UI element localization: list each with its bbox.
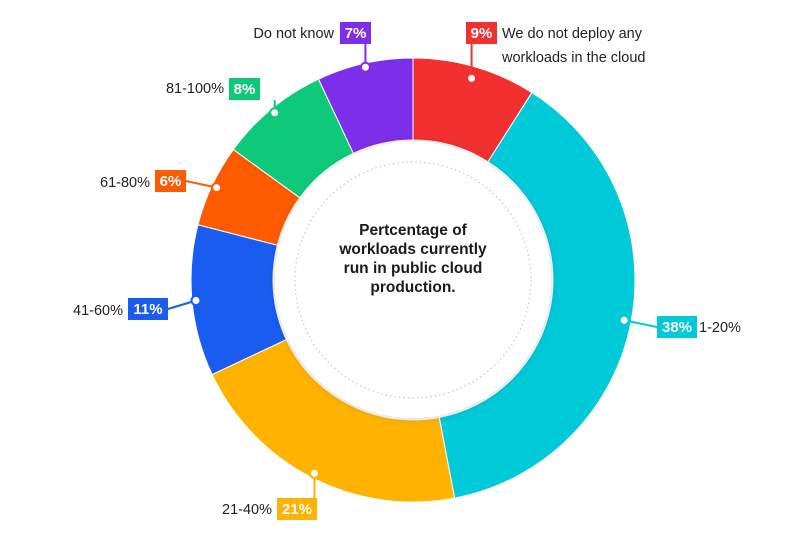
donut-slice	[317, 57, 414, 154]
dotted-ring	[294, 161, 532, 399]
chart-title-line: production.	[370, 278, 456, 296]
donut-wedges	[190, 57, 636, 503]
value-badge	[229, 78, 260, 100]
category-label: workloads in the cloud	[501, 50, 645, 66]
value-label: 21%	[282, 501, 312, 518]
value-badge	[657, 316, 697, 338]
value-label: 11%	[133, 301, 162, 318]
donut-slice	[211, 338, 456, 503]
callout-dot	[190, 295, 202, 307]
value-label: 38%	[662, 319, 692, 336]
value-label: 9%	[471, 25, 493, 42]
category-label: 41-60%	[73, 303, 123, 319]
value-badge	[128, 298, 168, 320]
callout-dot	[466, 72, 478, 84]
chart-title: Pertcentage of workloads currently run i…	[300, 222, 526, 298]
callout-dot	[359, 61, 371, 73]
category-label: Do not know	[253, 26, 334, 42]
donut-hole	[275, 142, 551, 418]
category-label: 21-40%	[222, 502, 272, 518]
category-label: 1-20%	[699, 320, 741, 336]
callout-dot	[308, 467, 320, 479]
value-badge	[277, 498, 317, 520]
value-badge	[340, 22, 371, 44]
callout-dot	[618, 314, 630, 326]
value-badge	[155, 170, 186, 192]
category-label: 61-80%	[100, 175, 150, 191]
callouts: 9% We do not deploy any workloads in the c…	[73, 22, 741, 520]
callout-dot	[211, 182, 223, 194]
callout-line	[623, 319, 658, 328]
category-label: We do not deploy any	[502, 26, 643, 42]
donut-slice	[438, 91, 636, 499]
value-badge	[466, 22, 497, 44]
value-label: 6%	[160, 173, 182, 190]
value-label: 7%	[345, 25, 367, 42]
chart-title-line: workloads currently	[339, 240, 487, 258]
value-label: 8%	[234, 81, 256, 98]
chart-title-line: run in public cloud	[343, 259, 483, 277]
chart-title-line: Pertcentage of	[359, 222, 467, 239]
category-label: 81-100%	[166, 81, 224, 97]
callout-dot	[269, 107, 281, 119]
